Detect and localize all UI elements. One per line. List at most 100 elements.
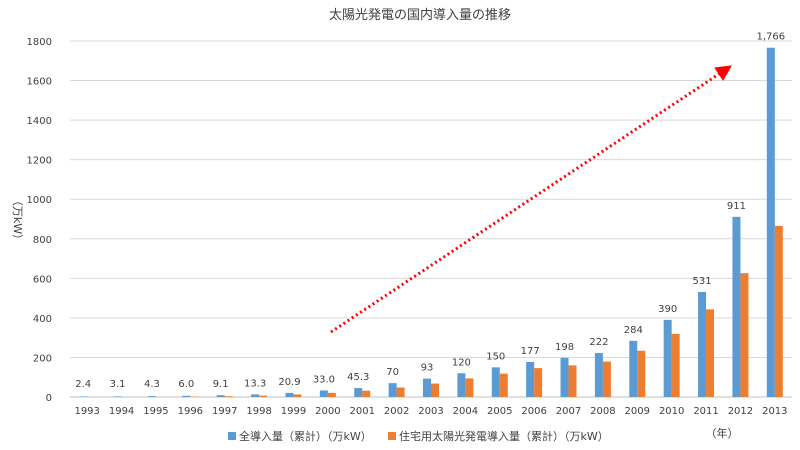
y-tick-label: 200 (33, 353, 52, 364)
data-label: 9.1 (213, 379, 229, 390)
bar-residential (293, 394, 302, 397)
bar-total (216, 395, 225, 397)
bar-residential (774, 225, 783, 397)
trend-arrow-line (330, 70, 723, 334)
x-tick-label: 2009 (625, 406, 650, 417)
x-tick-label: 1998 (246, 406, 271, 417)
x-tick-label: 2002 (384, 406, 409, 417)
data-label: 284 (624, 325, 643, 336)
bar-total (491, 367, 500, 397)
bar-residential (224, 396, 233, 397)
x-tick-label: 2013 (762, 406, 787, 417)
bar-total (560, 357, 569, 397)
x-tick-label: 2001 (350, 406, 375, 417)
x-tick-label: 2003 (418, 406, 443, 417)
x-tick-label: 2000 (315, 406, 340, 417)
data-label: 390 (658, 304, 677, 315)
bar-residential (637, 350, 646, 397)
data-label: 2.4 (75, 379, 91, 390)
bar-residential (740, 273, 749, 397)
legend-swatch-residential (388, 432, 396, 440)
data-label: 20.9 (278, 377, 300, 388)
bar-total (526, 361, 535, 397)
y-tick-label: 1000 (27, 195, 52, 206)
bar-total (285, 392, 294, 397)
bar-residential (465, 378, 474, 397)
bar-residential (259, 395, 268, 397)
y-tick-label: 800 (33, 235, 52, 246)
bar-residential (568, 365, 577, 397)
data-label: 150 (486, 351, 505, 362)
bar-total (423, 378, 431, 397)
bar-total (147, 396, 156, 397)
bar-residential (499, 373, 508, 397)
x-tick-label: 1997 (212, 406, 237, 417)
bars (79, 47, 783, 397)
x-tick-label: 2008 (590, 406, 615, 417)
bar-residential (327, 392, 336, 397)
bar-residential (362, 390, 371, 397)
y-tick-label: 600 (33, 274, 52, 285)
trend-arrow-head (714, 65, 732, 81)
bar-residential (431, 383, 439, 397)
bar-residential (671, 333, 680, 397)
bar-total (354, 388, 363, 397)
x-tick-label: 2004 (453, 406, 478, 417)
x-tick-label: 1994 (109, 406, 134, 417)
y-axis-label: （万kW） (11, 195, 24, 245)
bar-residential (534, 368, 543, 397)
data-label: 1,766 (756, 32, 785, 43)
legend-swatch-total (228, 432, 236, 440)
data-label: 3.1 (110, 379, 126, 390)
bar-residential (396, 387, 405, 397)
y-tick-label: 1400 (27, 116, 52, 127)
x-tick-label: 2005 (487, 406, 512, 417)
bar-total (182, 395, 191, 397)
y-tick-label: 400 (33, 314, 52, 325)
data-label: 6.0 (178, 379, 194, 390)
x-tick-label: 1993 (74, 406, 99, 417)
data-label: 93 (421, 363, 434, 374)
x-tick-label: 1999 (281, 406, 306, 417)
bar-total (457, 373, 466, 397)
x-tick-label: 2010 (659, 406, 684, 417)
bar-total (629, 340, 638, 397)
data-label: 177 (521, 346, 540, 357)
y-tick-label: 1200 (27, 156, 52, 167)
x-tick-label: 1995 (143, 406, 168, 417)
legend-label-residential: 住宅用太陽光発電導入量（累計）（万kW） (399, 429, 609, 443)
data-label: 198 (555, 342, 574, 353)
x-tick-label: 1996 (178, 406, 203, 417)
bar-total (732, 216, 741, 397)
bar-total (766, 47, 775, 397)
gridlines (70, 40, 792, 398)
data-label: 222 (589, 337, 608, 348)
bar-total (388, 383, 397, 397)
chart-title: 太陽光発電の国内導入量の推移 (329, 7, 511, 23)
y-tick-label: 1800 (27, 37, 52, 48)
x-tick-label: 2012 (728, 406, 753, 417)
data-label: 70 (386, 367, 399, 378)
data-label: 45.3 (347, 372, 369, 383)
bar-total (594, 353, 603, 397)
bar-total (663, 319, 672, 397)
y-tick-label: 1600 (27, 77, 52, 88)
bar-total (319, 390, 328, 397)
trend-arrow (330, 65, 732, 334)
data-labels: 2.4 3.1 4.3 6.0 9.1 13.3 20.9 33.0 45.3 70 93 120 15… (75, 32, 785, 390)
x-tick-label: 2006 (521, 406, 546, 417)
bar-total (251, 394, 260, 397)
x-tick-label: 2011 (693, 406, 718, 417)
data-label: 33.0 (313, 374, 335, 385)
bar-residential (602, 361, 611, 397)
tick-labels: 0 200 400 600 800 1000 1200 1400 1600 1800 1993 199… (27, 37, 788, 417)
data-label: 13.3 (244, 378, 266, 389)
x-tick-label: 2007 (556, 406, 581, 417)
legend-label-total: 全導入量（累計）（万kW） (239, 429, 372, 443)
data-label: 531 (693, 276, 712, 287)
data-label: 120 (452, 357, 471, 368)
data-label: 4.3 (144, 379, 160, 390)
bar-total (698, 291, 707, 397)
